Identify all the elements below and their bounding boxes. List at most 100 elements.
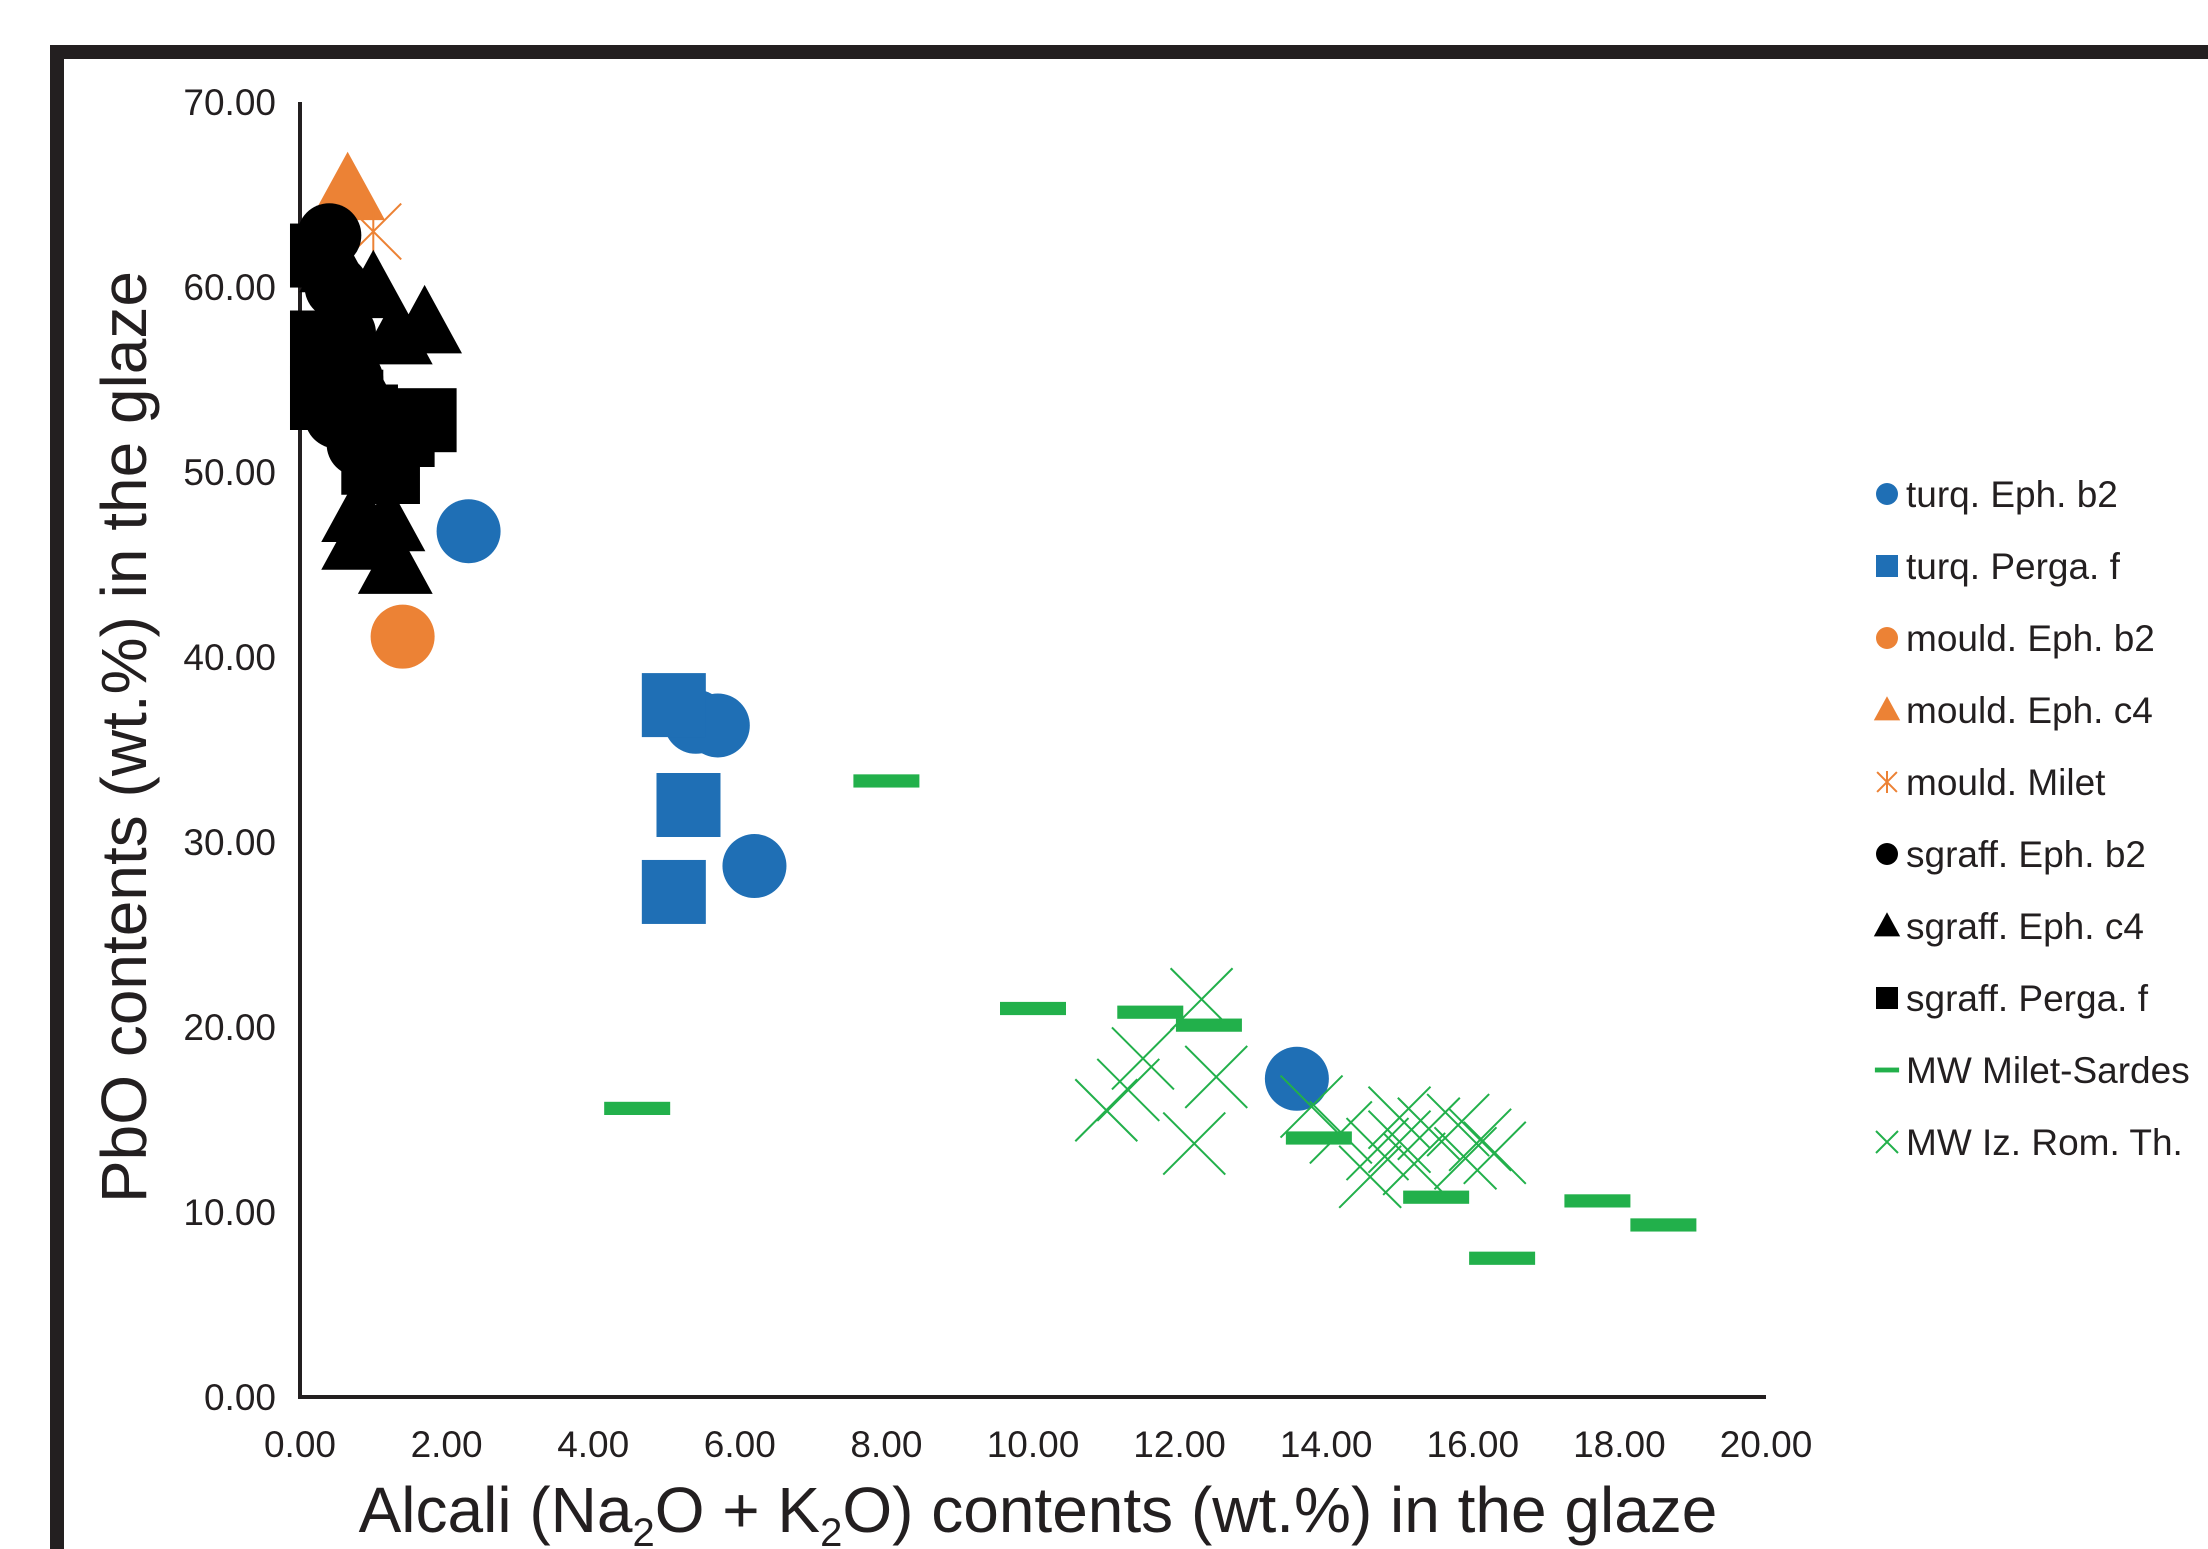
- data-point: [289, 223, 354, 288]
- legend-label: MW Iz. Rom. Th.: [1906, 1122, 2183, 1163]
- legend-item: sgraff. Perga. f: [1876, 978, 2149, 1019]
- legend-label: mould. Eph. b2: [1906, 618, 2155, 659]
- x-tick-label: 10.00: [987, 1424, 1080, 1465]
- legend-item: MW Iz. Rom. Th.: [1875, 1122, 2183, 1163]
- data-point: [357, 525, 433, 594]
- x-title-part: O) contents (wt.%) in the glaze: [842, 1474, 1717, 1546]
- x-title-part: O + K: [655, 1474, 820, 1546]
- data-point: [1448, 1108, 1512, 1172]
- y-tick-label: 60.00: [183, 267, 276, 308]
- data-point: [370, 604, 435, 669]
- data-point: [1338, 1145, 1402, 1209]
- data-point: [722, 834, 787, 899]
- x-tick-label: 12.00: [1133, 1424, 1226, 1465]
- legend-label: sgraff. Perga. f: [1906, 978, 2149, 1019]
- legend-label: turq. Eph. b2: [1906, 474, 2118, 515]
- x-tick-label: 20.00: [1720, 1424, 1813, 1465]
- x-tick-label: 4.00: [557, 1424, 629, 1465]
- legend-marker: [1875, 1130, 1899, 1154]
- data-point: [1169, 967, 1234, 1031]
- x-title-part: Alcali (Na: [359, 1474, 633, 1546]
- legend-marker: [1876, 555, 1898, 577]
- data-point: [1426, 1093, 1490, 1157]
- data-point: [1403, 1190, 1470, 1204]
- x-tick-label: 8.00: [850, 1424, 922, 1465]
- legend-label: turq. Perga. f: [1906, 546, 2121, 587]
- data-point: [656, 773, 721, 837]
- data-point: [853, 774, 920, 788]
- legend-marker: [1873, 912, 1901, 937]
- data-point: [1309, 1100, 1373, 1165]
- legend-marker: [1876, 843, 1898, 865]
- legend-item: turq. Eph. b2: [1876, 474, 2118, 515]
- legend-label: sgraff. Eph. c4: [1906, 906, 2144, 947]
- legend-item: turq. Perga. f: [1876, 546, 2121, 587]
- axes: [298, 102, 1766, 1399]
- x-tick-label: 14.00: [1280, 1424, 1373, 1465]
- data-point: [1117, 1005, 1184, 1019]
- data-point: [321, 501, 397, 570]
- data-point: [1345, 1117, 1410, 1181]
- data-point: [1630, 1218, 1697, 1232]
- data-point: [1285, 1131, 1352, 1145]
- data-point: [641, 859, 706, 924]
- data-point: [1264, 1046, 1329, 1111]
- x-tick-label: 6.00: [704, 1424, 776, 1465]
- data-point: [1184, 1045, 1248, 1109]
- data-point: [1469, 1251, 1536, 1265]
- y-axis-title: PbO contents (wt.%) in the glaze: [88, 271, 160, 1203]
- data-point: [1074, 1078, 1139, 1142]
- y-tick-labels: 0.00 10.00 20.00 30.00 40.00 50.00 60.00 70.00: [183, 82, 276, 1418]
- legend-item: sgraff. Eph. b2: [1876, 834, 2146, 875]
- data-point: [1463, 1121, 1527, 1185]
- y-tick-label: 50.00: [183, 452, 276, 493]
- y-tick-label: 0.00: [204, 1377, 276, 1418]
- legend-marker: [1874, 1067, 1900, 1073]
- data-point: [641, 673, 706, 738]
- x-title-subscript: 2: [632, 1511, 654, 1549]
- legend-item: MW Milet-Sardes: [1874, 1050, 2190, 1091]
- legend-item: mould. Milet: [1876, 762, 2106, 803]
- chart-border: [50, 45, 2208, 1549]
- x-tick-label: 2.00: [411, 1424, 483, 1465]
- data-point: [1162, 1111, 1226, 1176]
- legend-label: mould. Milet: [1906, 762, 2106, 803]
- data-points: [289, 151, 1697, 1265]
- x-tick-labels: 0.00 2.00 4.00 6.00 8.00 10.00 12.00 14.00 16.00…: [264, 1424, 1812, 1465]
- legend-marker: [1873, 696, 1901, 721]
- legend-marker: [1876, 627, 1898, 649]
- data-point: [1433, 1126, 1498, 1191]
- legend-marker: [1876, 987, 1898, 1009]
- legend-marker: [1876, 771, 1898, 793]
- legend-item: mould. Eph. b2: [1876, 618, 2155, 659]
- x-tick-label: 0.00: [264, 1424, 336, 1465]
- data-point: [1367, 1085, 1432, 1150]
- data-point: [1111, 1026, 1175, 1091]
- x-tick-label: 18.00: [1573, 1424, 1666, 1465]
- legend-label: sgraff. Eph. b2: [1906, 834, 2146, 875]
- x-axis-title: Alcali (Na2O + K2O) contents (wt.%) in t…: [359, 1474, 1718, 1549]
- y-tick-label: 10.00: [183, 1192, 276, 1233]
- data-point: [335, 249, 411, 319]
- legend-item: mould. Eph. c4: [1873, 690, 2153, 731]
- data-point: [1279, 1074, 1344, 1139]
- data-point: [1564, 1194, 1631, 1208]
- data-point: [357, 296, 433, 365]
- data-point: [1382, 1132, 1446, 1196]
- legend-marker: [1876, 483, 1898, 505]
- data-point: [1367, 1109, 1432, 1174]
- y-tick-label: 20.00: [183, 1007, 276, 1048]
- legend-label: MW Milet-Sardes: [1906, 1050, 2190, 1091]
- y-tick-label: 70.00: [183, 82, 276, 123]
- data-point: [310, 151, 386, 221]
- y-tick-label: 30.00: [183, 822, 276, 863]
- data-point: [1000, 1001, 1066, 1016]
- y-tick-label: 40.00: [183, 637, 276, 678]
- data-point: [604, 1101, 671, 1115]
- x-title-subscript: 2: [820, 1511, 842, 1549]
- data-point: [355, 440, 420, 504]
- data-point: [436, 499, 501, 564]
- legend-item: sgraff. Eph. c4: [1873, 906, 2144, 947]
- legend: turq. Eph. b2 turq. Perga. f mould. Eph. b…: [1873, 474, 2190, 1163]
